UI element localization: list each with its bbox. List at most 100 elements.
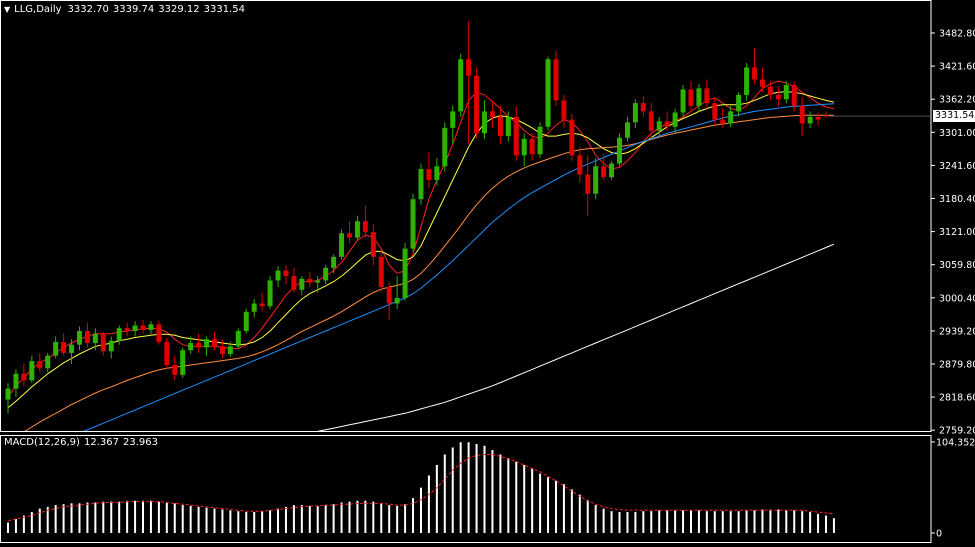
macd-header: MACD(12,26,9) 12.367 23.963 — [4, 437, 162, 448]
candle-body — [339, 233, 345, 257]
candle-body — [712, 103, 718, 120]
candle — [672, 108, 678, 134]
candle-body — [426, 169, 432, 181]
candle-body — [196, 343, 202, 348]
candle-body — [69, 344, 75, 353]
candle — [172, 355, 178, 381]
candle-body — [148, 324, 154, 330]
candle-body — [164, 341, 170, 365]
candle-body — [815, 116, 821, 120]
menu-triangle-icon[interactable]: ▼ — [4, 5, 11, 14]
candle-body — [84, 330, 90, 344]
candle — [799, 97, 805, 137]
candle — [291, 267, 297, 293]
candle-body — [402, 248, 408, 299]
price-tick-label: 2818.60 — [939, 393, 975, 404]
candle-body — [752, 67, 758, 80]
candle-body — [259, 303, 265, 307]
candle — [219, 339, 225, 359]
candle — [426, 152, 432, 189]
candle-body — [664, 121, 670, 127]
candle — [442, 122, 448, 172]
price-axis[interactable]: 3482.80 3421.60 3362.20 3301.00 3241.60 3180.… — [829, 29, 975, 540]
price-tick-label: 2939.20 — [939, 326, 975, 337]
candle-body — [315, 280, 321, 283]
candle — [243, 308, 249, 334]
candle-body — [418, 169, 424, 200]
candle — [664, 111, 670, 131]
candle-body — [108, 340, 114, 352]
candle — [418, 163, 424, 205]
macd-main-value: 12.367 — [83, 437, 119, 448]
candle-body — [331, 256, 337, 268]
macd-signal-value: 23.963 — [122, 437, 158, 448]
candle — [307, 271, 313, 288]
candle-body — [13, 373, 19, 389]
candle-body — [204, 339, 210, 348]
candle-body — [346, 233, 352, 238]
candle — [235, 328, 241, 349]
candle — [180, 347, 186, 378]
candle — [617, 133, 623, 167]
candle — [61, 333, 67, 356]
candle-body — [370, 232, 376, 257]
candle-body — [92, 333, 98, 344]
candle-body — [140, 325, 146, 330]
candle — [100, 332, 106, 356]
candle-body — [450, 111, 456, 128]
candle — [497, 105, 503, 145]
price-tick-label: 3180.40 — [939, 194, 975, 205]
candle-body — [609, 163, 615, 178]
candle — [196, 333, 202, 353]
candle — [744, 63, 750, 101]
candle — [346, 221, 352, 244]
candle — [767, 81, 773, 101]
candle-body — [211, 339, 217, 347]
candle — [76, 326, 82, 351]
candle — [545, 56, 551, 131]
moving-averages — [7, 80, 835, 431]
candle-body — [489, 111, 495, 117]
candle — [759, 67, 765, 93]
candle — [513, 105, 519, 161]
candle — [132, 321, 138, 337]
candle — [378, 248, 384, 293]
candle-body — [283, 270, 289, 277]
candle — [283, 265, 289, 285]
candle-body — [442, 127, 448, 167]
candle — [227, 341, 233, 357]
macd-pane-border — [0, 435, 932, 543]
candle-body — [696, 88, 702, 106]
symbol-header[interactable]: ▼ LLG,Daily 3332.70 3339.74 3329.12 3331.54 — [4, 4, 249, 15]
candle-body — [593, 166, 599, 194]
candle-body — [188, 343, 194, 351]
macd-tick-label: 0 — [936, 529, 942, 540]
candle — [640, 96, 646, 117]
candle — [728, 105, 734, 127]
candle — [164, 337, 170, 370]
candle — [624, 116, 630, 142]
symbol-timeframe: LLG,Daily — [14, 4, 62, 15]
close-price: 3331.54 — [203, 4, 245, 15]
price-tick-label: 3241.60 — [939, 161, 975, 172]
candle — [323, 265, 329, 285]
candle-body — [29, 361, 35, 381]
candle-body — [513, 116, 519, 156]
candle-body — [394, 298, 400, 304]
candle-body — [767, 86, 773, 95]
candle-body — [243, 311, 249, 331]
candle — [148, 321, 154, 336]
candle — [704, 79, 710, 109]
price-tick-label: 2879.80 — [939, 360, 975, 371]
candle — [553, 51, 559, 106]
candle-body — [227, 346, 233, 355]
candle-body — [823, 115, 829, 117]
candle — [505, 111, 511, 142]
candle — [601, 154, 607, 181]
candle — [156, 321, 162, 345]
candle-body — [791, 85, 797, 106]
candle — [5, 383, 11, 414]
candle — [29, 355, 35, 384]
